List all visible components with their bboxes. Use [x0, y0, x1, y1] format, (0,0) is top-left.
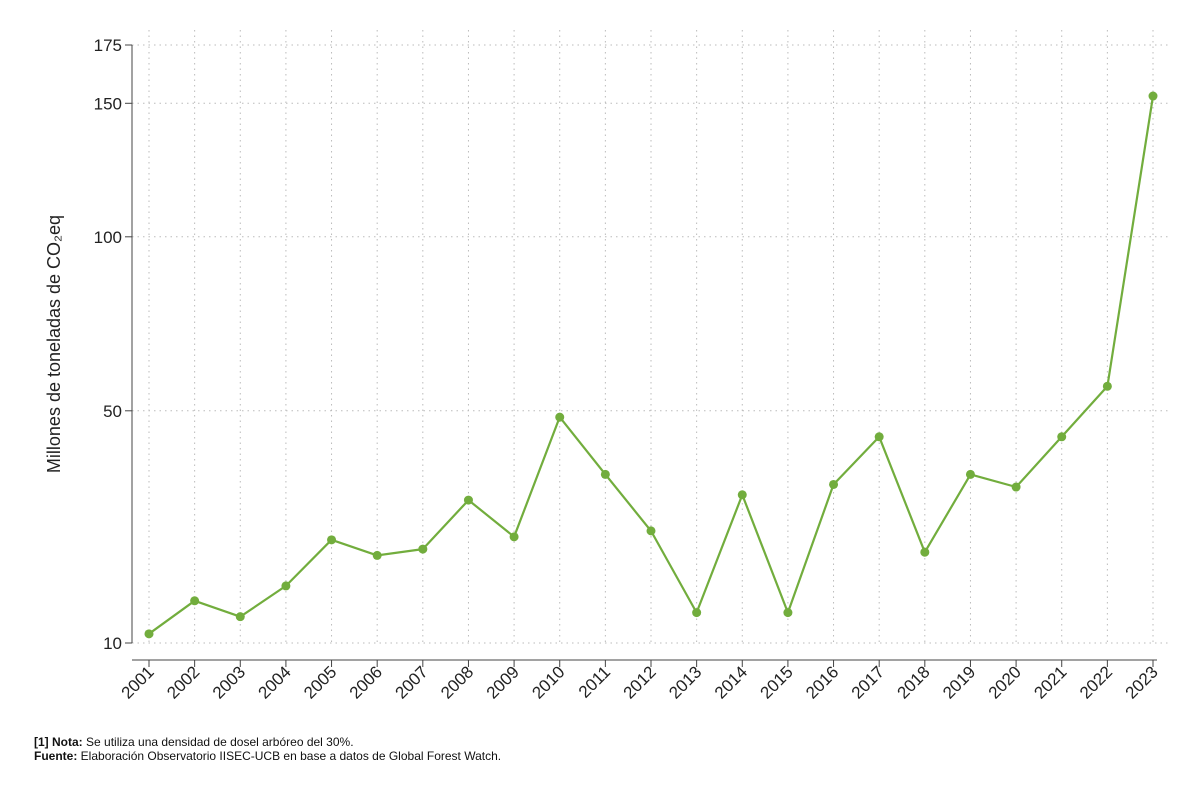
data-point [783, 608, 793, 618]
y-tick-label: 100 [94, 228, 122, 247]
x-tick-label: 2018 [893, 662, 933, 702]
y-tick-label: 50 [103, 402, 122, 421]
x-tick-label: 2003 [209, 662, 249, 702]
x-tick-label: 2001 [118, 662, 158, 702]
data-point [509, 532, 519, 542]
data-point [646, 526, 656, 536]
note-line: [1] Nota: Se utiliza una densidad de dos… [34, 735, 501, 749]
y-axis-ticks: 10 50 100 150 175 [94, 36, 132, 653]
x-tick-label: 2023 [1122, 662, 1162, 702]
data-point [1148, 91, 1158, 101]
data-point [874, 432, 884, 442]
x-tick-label: 2006 [346, 662, 386, 702]
x-tick-label: 2022 [1076, 662, 1116, 702]
data-point [144, 629, 154, 639]
x-axis-ticks: 2001 2002 2003 2004 2005 2006 2007 2008 2009 2010… [118, 660, 1162, 703]
data-point [372, 550, 382, 560]
x-tick-label: 2005 [300, 662, 340, 702]
x-tick-label: 2019 [939, 662, 979, 702]
data-point [1057, 432, 1067, 442]
data-point [920, 547, 930, 557]
data-point [190, 596, 200, 606]
data-point [1011, 482, 1021, 492]
data-point [235, 612, 245, 622]
x-tick-label: 2012 [620, 662, 660, 702]
x-tick-label: 2004 [255, 662, 295, 702]
x-tick-label: 2020 [985, 662, 1025, 702]
x-tick-label: 2002 [163, 662, 203, 702]
y-axis-title: Millones de toneladas de CO₂eq [44, 215, 64, 473]
x-tick-label: 2017 [848, 662, 888, 702]
data-point [737, 490, 747, 500]
source-text: Elaboración Observatorio IISEC-UCB en ba… [77, 749, 502, 763]
y-tick-label: 150 [94, 94, 122, 113]
footnotes: [1] Nota: Se utiliza una densidad de dos… [34, 735, 501, 763]
x-tick-label: 2015 [757, 662, 797, 702]
source-label: Fuente: [34, 749, 78, 763]
grid-lines [132, 30, 1170, 644]
note-text: Se utiliza una densidad de dosel arbóreo… [82, 735, 354, 749]
data-point [327, 535, 337, 545]
data-point [463, 495, 473, 505]
y-tick-label: 10 [103, 634, 122, 653]
x-tick-label: 2011 [575, 662, 614, 701]
data-point [555, 412, 565, 422]
note-label: [1] Nota: [34, 735, 83, 749]
data-point [281, 581, 291, 591]
x-tick-label: 2008 [437, 662, 477, 702]
source-line: Fuente: Elaboración Observatorio IISEC-U… [34, 749, 501, 763]
data-point [1102, 381, 1112, 391]
x-tick-label: 2010 [528, 662, 568, 702]
axes [131, 45, 1157, 661]
data-point [965, 469, 975, 479]
x-tick-label: 2016 [802, 662, 842, 702]
series-group [144, 91, 1158, 639]
data-point [829, 479, 839, 489]
data-point [418, 544, 428, 554]
x-tick-label: 2009 [483, 662, 523, 702]
x-tick-label: 2013 [665, 662, 705, 702]
data-point [600, 469, 610, 479]
data-point [692, 608, 702, 618]
x-tick-label: 2007 [391, 662, 431, 702]
x-tick-label: 2021 [1030, 662, 1070, 702]
x-tick-label: 2014 [711, 662, 751, 702]
y-tick-label: 175 [94, 36, 122, 55]
